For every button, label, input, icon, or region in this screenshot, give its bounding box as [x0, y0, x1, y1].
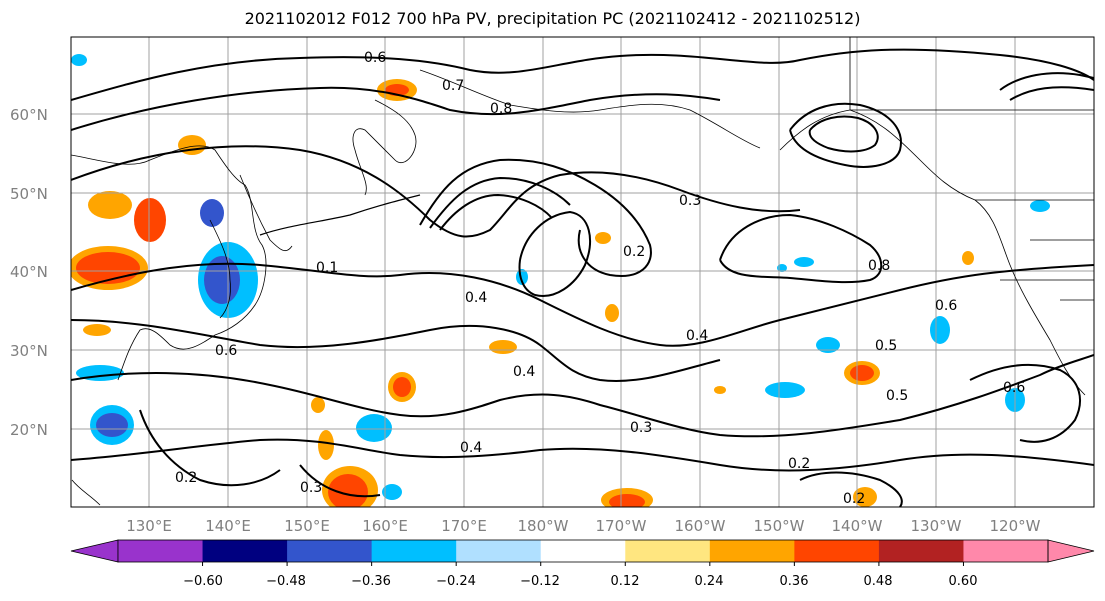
contour-label: 0.8 — [868, 258, 890, 274]
map-title: 2021102012 F012 700 hPa PV, precipitatio… — [244, 9, 861, 28]
colorbar-tick-label: −0.12 — [520, 574, 560, 589]
colorbar-tick-label: −0.60 — [183, 574, 223, 589]
pv-contours — [71, 48, 1094, 507]
pv-contour-thin — [259, 194, 421, 236]
colorbar-segment — [371, 540, 457, 562]
lat-label: 50°N — [10, 185, 48, 203]
contour-label: 0.6 — [935, 298, 957, 314]
contour-label: 0.6 — [364, 50, 386, 66]
colorbar — [70, 539, 1095, 566]
colorbar-tick-label: −0.48 — [266, 574, 306, 589]
latitude-labels: 60°N 50°N 40°N 30°N 20°N — [10, 106, 48, 439]
contour-label: 0.3 — [679, 193, 701, 209]
contour-label: 0.6 — [1003, 380, 1025, 396]
colorbar-tick-label: 0.12 — [611, 574, 640, 589]
contour-label: 0.5 — [875, 338, 897, 354]
longitude-labels: 130°E 140°E 150°E 160°E 170°E 180°W 170°… — [126, 517, 1040, 535]
lon-label: 170°W — [596, 517, 647, 535]
colorbar-segment — [878, 540, 964, 562]
colorbar-tick-label: 0.48 — [864, 574, 893, 589]
colorbar-tick-label: −0.24 — [436, 574, 476, 589]
colorbar-segment — [202, 540, 288, 562]
colorbar-frame — [117, 539, 1049, 563]
lon-label: 160°W — [675, 517, 726, 535]
contour-labels: 0.6 0.7 0.8 0.4 0.3 0.2 0.5 0.1 0.6 0.4 … — [175, 50, 1025, 507]
colorbar-segment — [625, 540, 711, 562]
contour-label: 0.4 — [686, 328, 708, 344]
contour-label: 0.1 — [316, 260, 338, 276]
contour-label: 0.4 — [513, 364, 535, 380]
contour-label: 0.7 — [442, 78, 464, 94]
contour-label: 0.4 — [465, 290, 487, 306]
colorbar-segment — [118, 540, 204, 562]
contour-label: 0.2 — [843, 491, 865, 507]
contour-label: 0.5 — [886, 388, 908, 404]
lon-label: 170°E — [441, 517, 487, 535]
lon-label: 140°E — [205, 517, 251, 535]
lon-label: 140°W — [832, 517, 883, 535]
contour-label: 0.6 — [215, 343, 237, 359]
contour-label: 0.3 — [630, 420, 652, 436]
colorbar-extend-max — [1047, 539, 1095, 563]
lat-label: 20°N — [10, 421, 48, 439]
colorbar-segment — [456, 540, 542, 562]
colorbar-tick-label: 0.60 — [949, 574, 978, 589]
colorbar-extend-min — [70, 539, 119, 563]
lon-label: 160°E — [362, 517, 408, 535]
contour-label: 0.4 — [460, 440, 482, 456]
colorbar-segment — [963, 540, 1049, 562]
colorbar-segment — [540, 540, 626, 562]
colorbar-ticks: −0.60 −0.48 −0.36 −0.24 −0.12 0.12 0.24 … — [183, 574, 977, 589]
colorbar-segment — [287, 540, 373, 562]
colorbar-tick-label: 0.36 — [780, 574, 809, 589]
colorbar-segment — [794, 540, 880, 562]
lon-label: 150°W — [754, 517, 805, 535]
map-layers — [71, 37, 1094, 507]
plot-frame — [70, 36, 1095, 508]
lat-label: 30°N — [10, 342, 48, 360]
colorbar-segment — [709, 540, 795, 562]
contour-label: 0.2 — [623, 244, 645, 260]
graticule — [71, 37, 1094, 507]
lon-label: 180°W — [518, 517, 569, 535]
contour-label: 0.2 — [175, 470, 197, 486]
lon-label: 130°E — [126, 517, 172, 535]
colorbar-tick-label: 0.24 — [695, 574, 724, 589]
contour-label: 0.2 — [788, 456, 810, 472]
lat-label: 60°N — [10, 106, 48, 124]
contour-label: 0.3 — [300, 480, 322, 496]
coastlines — [71, 37, 1094, 506]
contour-label: 0.8 — [490, 101, 512, 117]
lon-label: 130°W — [911, 517, 962, 535]
colorbar-tick-label: −0.36 — [351, 574, 391, 589]
lon-label: 120°W — [990, 517, 1041, 535]
lon-label: 150°E — [284, 517, 330, 535]
lat-label: 40°N — [10, 263, 48, 281]
